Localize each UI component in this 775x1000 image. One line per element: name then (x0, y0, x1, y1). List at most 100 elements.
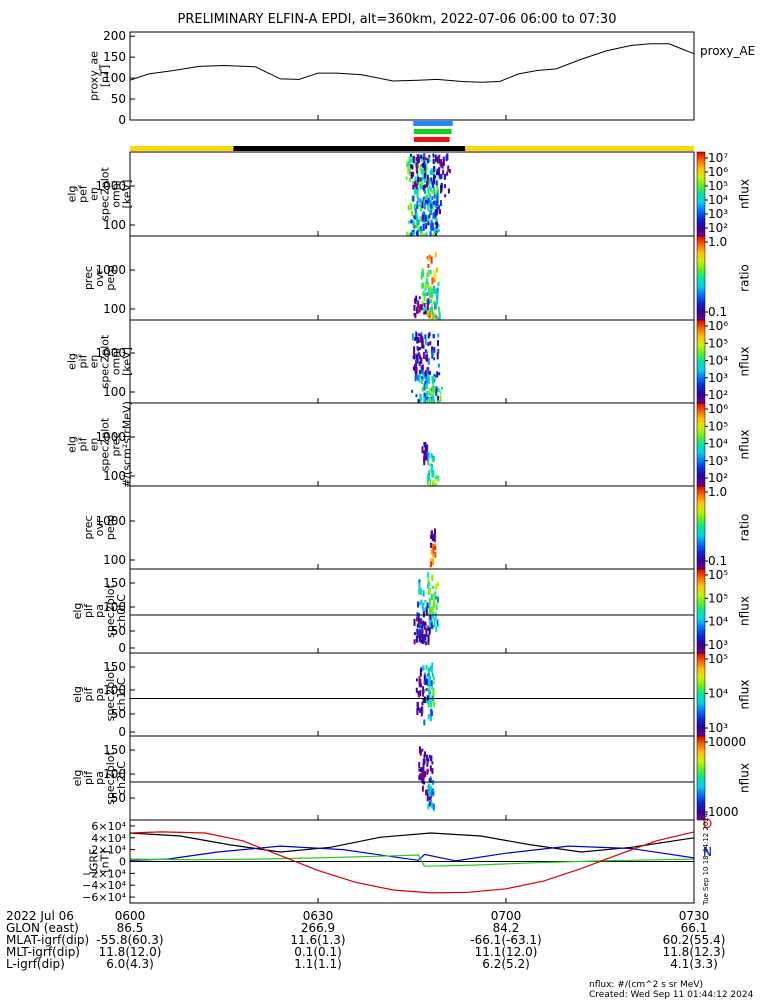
spectrogram-cell (437, 223, 440, 228)
spectrogram-cell (419, 601, 422, 606)
spectrogram-cell (413, 221, 416, 225)
spectrogram-cell (426, 292, 429, 296)
ytick-label: 150 (103, 743, 126, 757)
ytick-label: −6×10⁴ (82, 891, 126, 904)
spectrogram-cell (412, 156, 415, 164)
spectrogram-cell (420, 599, 423, 604)
spectrogram-cell (429, 667, 432, 672)
spectrogram-cell (419, 636, 421, 642)
spectrogram-cell (424, 310, 427, 315)
spectrogram-cell (417, 613, 420, 620)
spectrogram-cell (430, 714, 432, 722)
spectrogram-cell (437, 596, 439, 603)
spectrogram-cell (419, 218, 422, 222)
spectrogram-cell (437, 205, 440, 210)
spectrogram-cell (418, 768, 421, 772)
spectrogram-cell (413, 350, 416, 357)
spectrogram-cell (423, 442, 426, 445)
spectrogram-cell (433, 300, 436, 305)
ytick-label: 100 (103, 385, 126, 399)
spectrogram-cell (418, 155, 421, 163)
spectrogram-cell (421, 748, 424, 752)
spectrogram-cell (421, 282, 424, 289)
spectrogram-cell (433, 593, 436, 598)
spectrogram-cell (426, 478, 429, 485)
spectrogram-cell (413, 346, 416, 353)
spectrogram-cell (419, 215, 422, 221)
spectrogram-cell (435, 230, 438, 234)
spectrogram-cell (420, 156, 423, 162)
ylabel-line: spec2plot (104, 751, 117, 805)
row-value: 84.2 (493, 921, 520, 935)
spectrogram-cell (407, 161, 410, 169)
spectrogram-cell (430, 800, 432, 804)
spectrogram-cell (431, 379, 434, 385)
spectrogram-cell (426, 602, 429, 609)
spectrogram-cell (433, 179, 436, 185)
row-value: 86.5 (117, 921, 144, 935)
ae-ylabel: proxy_ae[nT] (88, 51, 112, 101)
spectrogram-cell (437, 229, 440, 232)
spectrogram-cell (408, 168, 411, 175)
spectrogram-cell (419, 199, 422, 202)
spectrogram-cell (427, 367, 430, 375)
ytick-label: 150 (103, 576, 126, 590)
spectrogram-cell (418, 203, 421, 207)
spectrogram-cell (441, 386, 443, 390)
row-value: 66.1 (681, 921, 708, 935)
spectrogram-cell (417, 601, 419, 608)
spectrogram-cell (423, 184, 426, 189)
spectrogram-cell (437, 175, 440, 178)
igrf-series-green (129, 854, 695, 867)
ylabel-line: [keV] (121, 180, 134, 209)
colorbar-label: ratio (738, 514, 752, 542)
spectrogram-cell (430, 709, 433, 717)
spectrogram-cell (425, 608, 428, 616)
spectrogram-cell (411, 211, 414, 217)
spectrogram-cell (427, 221, 430, 226)
spectrogram-cell (420, 639, 423, 644)
spectrogram-cell (418, 369, 421, 374)
spectrogram-cell (416, 170, 419, 177)
spectrogram-cell (419, 304, 422, 310)
spectrogram-cell (424, 349, 427, 354)
spectrogram-cell (423, 758, 426, 764)
spectrogram-cell (412, 220, 414, 226)
spectrogram-cell (428, 589, 431, 595)
spectrogram-cell (423, 719, 426, 726)
figure-title: PRELIMINARY ELFIN-A EPDI, alt=360km, 202… (178, 12, 617, 27)
spectrogram-cell (430, 453, 433, 458)
orbit-bars (130, 121, 694, 151)
spectrogram-cell (428, 667, 431, 674)
spectrogram-cell (425, 278, 428, 285)
spectrogram-cell (438, 314, 441, 321)
spectrogram-cell (414, 203, 416, 210)
spectrogram-cell (420, 358, 423, 364)
spectrogram-cell (431, 803, 434, 809)
spectrogram-cell (425, 789, 428, 796)
spectrogram-cell (419, 678, 422, 685)
spectrogram-cell (419, 395, 422, 401)
spectrogram-cell (430, 205, 433, 209)
ylabel-line: perp (104, 265, 117, 290)
spectrogram-cell (433, 621, 436, 627)
colorbar (696, 235, 706, 321)
spectrogram-cell (416, 707, 419, 715)
row-value: 0700 (491, 909, 522, 923)
spectrogram-cell (416, 157, 419, 163)
spectrogram-cell (436, 581, 439, 588)
spectrogram-cell (416, 616, 419, 622)
ytick-label: 100 (103, 600, 126, 614)
spectrogram-cell (413, 618, 416, 626)
spectrogram-cell (419, 183, 422, 190)
spectrogram-cell (431, 575, 434, 582)
spectrogram-cell (431, 596, 434, 600)
spectrogram-cell (438, 167, 441, 174)
spectrogram-cell (422, 698, 425, 703)
spectrogram-cell (407, 168, 410, 175)
spectrogram-cell (416, 612, 419, 617)
spectrogram-cell (430, 187, 433, 192)
